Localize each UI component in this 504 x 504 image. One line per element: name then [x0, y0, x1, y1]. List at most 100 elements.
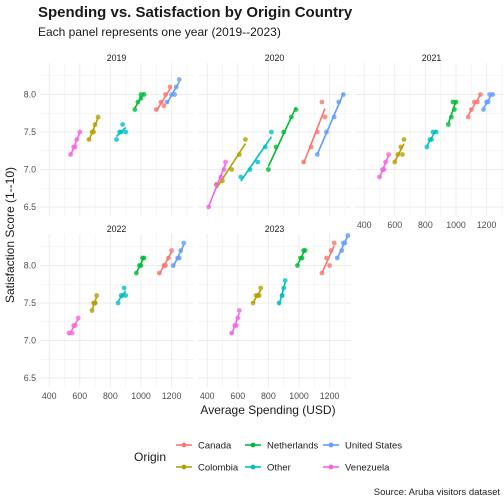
point-canada — [158, 99, 164, 105]
point-netherlands — [445, 122, 451, 127]
x-tick-label: 800 — [103, 391, 118, 401]
legend-key-point — [250, 442, 256, 448]
point-venezuela — [383, 159, 388, 165]
fit-line-venezuela — [69, 132, 81, 156]
facet-panel-2019: 2019 6.5 7.0 7.5 8.0 — [24, 50, 193, 216]
point-netherlands — [295, 263, 300, 268]
facet-panel-2020: 2020 — [198, 50, 351, 216]
point-venezuela — [218, 174, 224, 180]
x-tick-label: 400 — [200, 391, 215, 401]
legend-label: Other — [267, 463, 291, 474]
facet-strip-label: 2020 — [265, 53, 285, 63]
x-tick-label: 1000 — [446, 220, 466, 230]
point-colombia — [401, 137, 407, 142]
point-other — [238, 174, 244, 180]
point-other — [255, 159, 261, 165]
point-canada — [163, 263, 168, 268]
point-netherlands — [138, 95, 144, 101]
point-canada — [161, 103, 167, 109]
point-united-states — [314, 152, 320, 157]
x-tick-label: 400 — [42, 391, 57, 401]
point-other — [279, 293, 285, 298]
point-united-states — [485, 99, 491, 105]
point-colombia — [258, 285, 264, 291]
y-tick-label: 6.5 — [24, 373, 36, 383]
point-colombia — [220, 178, 225, 184]
chart-caption: Source: Aruba visitors dataset — [373, 487, 500, 498]
facet-panel-2022: 2022 6.5 7.0 7.5 8.0 400 600 800 1000 1200 — [24, 221, 193, 401]
point-colombia — [250, 300, 256, 306]
legend-key-point — [250, 464, 256, 470]
fit-line-canada — [467, 94, 482, 116]
point-united-states — [490, 92, 496, 97]
x-tick-label: 800 — [418, 220, 433, 230]
point-other — [120, 122, 126, 127]
point-united-states — [345, 233, 351, 238]
point-united-states — [339, 248, 345, 253]
point-other — [120, 293, 126, 298]
point-united-states — [173, 84, 179, 90]
point-colombia — [95, 114, 101, 120]
point-canada — [156, 270, 162, 276]
x-tick-label: 600 — [230, 391, 245, 401]
point-other — [121, 285, 127, 291]
facet-panel-2021: 2021 400 600 800 1000 1200 — [355, 50, 504, 230]
point-colombia — [400, 152, 405, 157]
legend-label: Venezuela — [345, 463, 390, 474]
point-canada — [468, 107, 474, 112]
legend: Origin Canada Colombia Netherlands Other Unit… — [134, 441, 402, 474]
point-other — [269, 129, 274, 135]
point-netherlands — [141, 255, 147, 261]
point-venezuela — [68, 152, 73, 157]
point-colombia — [392, 159, 398, 165]
point-venezuela — [233, 323, 239, 328]
point-colombia — [229, 167, 235, 172]
point-venezuela — [381, 167, 387, 172]
point-venezuela — [221, 167, 227, 172]
fit-line-united-states — [336, 235, 349, 259]
point-united-states — [340, 240, 346, 246]
legend-label: Canada — [198, 441, 232, 452]
point-canada — [478, 92, 483, 97]
point-netherlands — [138, 263, 144, 268]
point-other — [123, 129, 129, 135]
point-colombia — [398, 144, 404, 150]
point-netherlands — [450, 99, 456, 105]
point-other — [114, 137, 119, 142]
x-tick-label: 400 — [357, 220, 372, 230]
point-venezuela — [229, 330, 235, 336]
facet-strip — [198, 50, 351, 65]
point-united-states — [176, 255, 182, 261]
point-venezuela — [71, 323, 77, 328]
point-united-states — [172, 92, 178, 97]
point-united-states — [324, 129, 329, 135]
point-canada — [167, 84, 173, 90]
legend-key-point — [328, 464, 334, 470]
chart-subtitle: Each panel represents one year (2019--20… — [38, 25, 281, 39]
y-tick-label: 6.5 — [24, 202, 36, 212]
facet-strip-label: 2022 — [107, 224, 127, 234]
point-netherlands — [281, 129, 287, 135]
point-netherlands — [452, 107, 457, 112]
y-axis-title: Satisfaction Score (1--10) — [3, 167, 17, 303]
legend-label: Netherlands — [267, 441, 318, 452]
y-tick-label: 8.0 — [24, 261, 36, 271]
x-tick-label: 1200 — [477, 220, 497, 230]
point-united-states — [164, 99, 170, 105]
legend-title: Origin — [134, 450, 166, 464]
legend-item-other: Other — [245, 463, 291, 474]
point-other — [115, 300, 121, 306]
point-canada — [153, 107, 159, 112]
facet-strip — [40, 50, 193, 65]
point-netherlands — [293, 107, 299, 112]
facet-strip-label: 2019 — [107, 53, 127, 63]
point-venezuela — [206, 204, 212, 210]
point-canada — [475, 99, 480, 105]
point-venezuela — [77, 129, 83, 135]
point-colombia — [91, 129, 96, 135]
point-venezuela — [75, 315, 81, 321]
legend-label: Colombia — [198, 463, 239, 474]
facet-strip — [355, 50, 504, 65]
point-united-states — [334, 255, 340, 261]
point-canada — [308, 144, 314, 150]
